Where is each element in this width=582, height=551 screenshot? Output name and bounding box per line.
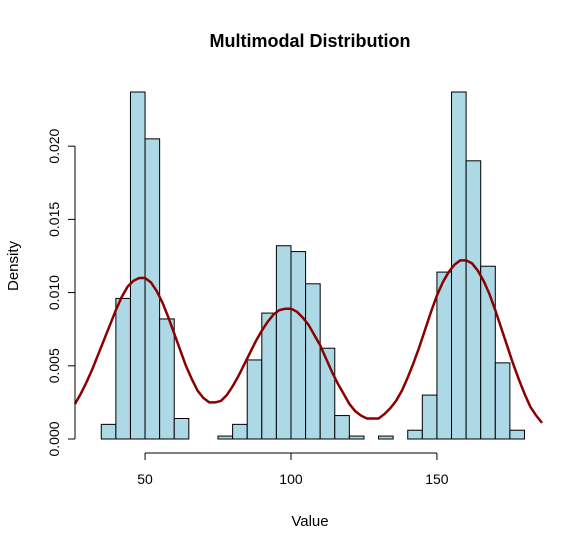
density-curve [73, 259, 543, 424]
y-tick-label: 0.000 [46, 421, 62, 456]
histogram-bars [100, 91, 525, 440]
histogram-bar [261, 312, 277, 440]
x-tick-label: 100 [279, 471, 303, 487]
histogram-bar [305, 283, 321, 440]
histogram-bar [378, 435, 394, 440]
x-tick-label: 150 [425, 471, 449, 487]
histogram-bar [246, 359, 263, 440]
histogram-bar [275, 245, 292, 440]
histogram-bar [348, 435, 365, 440]
y-axis-label: Density [5, 240, 22, 291]
histogram-bar [159, 318, 175, 440]
histogram-bar [334, 415, 350, 440]
histogram-bar [290, 251, 307, 440]
histogram-bar [494, 362, 511, 440]
chart-title: Multimodal Distribution [210, 31, 411, 51]
y-tick-label: 0.015 [46, 202, 62, 237]
histogram-bar [232, 423, 248, 440]
histogram-bar [217, 435, 234, 440]
y-tick-label: 0.005 [46, 348, 62, 383]
y-tick-label: 0.020 [46, 128, 62, 163]
histogram-bar [480, 265, 496, 440]
histogram-bar [436, 271, 453, 440]
histogram-bar [465, 160, 482, 440]
histogram-bar [144, 138, 161, 440]
y-tick-label: 0.010 [46, 275, 62, 310]
x-tick-label: 50 [137, 471, 153, 487]
histogram-bar [115, 297, 131, 440]
histogram-bar [509, 429, 525, 440]
histogram-bar [100, 423, 117, 440]
histogram-bar [421, 394, 438, 440]
x-axis-label: Value [291, 513, 328, 530]
histogram-bar [129, 91, 146, 440]
y-axis-ticks: 0.000 0.005 0.010 0.015 0.020 [46, 128, 75, 457]
x-axis-ticks: 50 100 150 [137, 453, 449, 487]
histogram-bar [407, 429, 423, 440]
histogram-bar [173, 418, 190, 440]
